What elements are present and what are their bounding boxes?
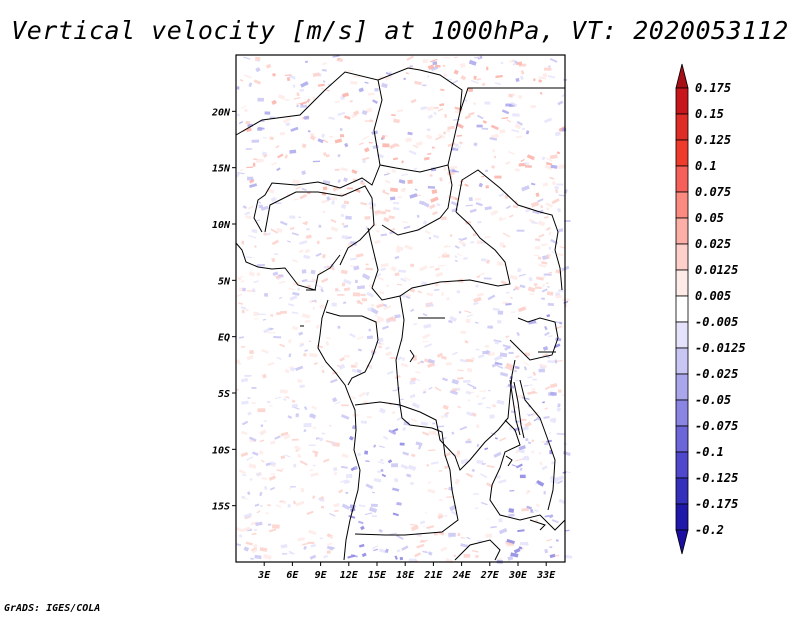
colorbar-label: 0.175 [695, 81, 731, 95]
colorbar-segment [675, 503, 689, 531]
colorbar-segment [675, 347, 689, 375]
border-sudan [455, 87, 565, 291]
y-tick-label: 5S [218, 389, 230, 400]
country-borders [235, 67, 566, 561]
x-tick-label: 21E [423, 570, 443, 581]
colorbar-segment [675, 165, 689, 193]
x-tick-label: 3E [257, 570, 271, 581]
colorbar-segment [675, 373, 689, 401]
y-tick-label: 15N [212, 164, 231, 175]
colorbar-label: 0.125 [695, 133, 731, 147]
border-angola [354, 401, 459, 536]
colorbar-label: 0.15 [695, 107, 724, 121]
colorbar: 0.175 0.15 0.125 0.1 0.075 0.05 0.025 0.0125 0.0… [675, 63, 746, 555]
x-tick-label: 15E [368, 570, 387, 581]
map-frame [235, 54, 566, 563]
border-chad [377, 67, 463, 236]
colorbar-segment [675, 243, 689, 271]
colorbar-segment [675, 451, 689, 479]
colorbar-label: -0.025 [695, 367, 738, 381]
border-north-west [235, 71, 383, 233]
colorbar-label: -0.075 [695, 419, 738, 433]
x-tick-label: 6E [286, 570, 299, 581]
colorbar-label: -0.1 [695, 445, 724, 459]
colorbar-segment [675, 425, 689, 453]
border-congo [325, 295, 516, 471]
x-tick-label: 27E [480, 570, 500, 581]
colorbar-segment [675, 477, 689, 505]
border-east [454, 317, 566, 561]
colorbar-segment [675, 139, 689, 167]
colorbar-segment [675, 269, 689, 297]
colorbar-label: 0.05 [695, 211, 724, 225]
lakes [300, 289, 556, 531]
y-tick-label: 10N [212, 220, 231, 231]
map-title: Vertical velocity [m/s] at 1000hPa, VT: … [11, 16, 789, 45]
colorbar-segment [675, 399, 689, 427]
x-tick-label: 33E [536, 570, 556, 581]
x-axis-ticks: 3E 6E 9E 12E 15E 18E 21E 24E 27E 30E 33E [257, 562, 556, 581]
colorbar-arrow-bottom [675, 529, 689, 555]
x-tick-label: 9E [315, 570, 328, 581]
colorbar-label: -0.175 [695, 497, 738, 511]
colorbar-label: -0.2 [695, 523, 724, 537]
colorbar-label: 0.1 [695, 159, 717, 173]
colorbar-label: 0.075 [695, 185, 731, 199]
x-tick-label: 24E [452, 570, 472, 581]
y-tick-label: 20N [211, 107, 231, 118]
colorbar-label: -0.0125 [695, 341, 746, 355]
colorbar-label: 0.025 [695, 237, 731, 251]
colorbar-segment [675, 191, 689, 219]
colorbar-segment [675, 321, 689, 349]
colorbar-segment [675, 217, 689, 245]
colorbar-segment [675, 87, 689, 115]
y-tick-label: 5N [218, 276, 231, 287]
colorbar-label: -0.05 [695, 393, 731, 407]
colorbar-label: 0.0125 [695, 263, 738, 277]
grads-credit: GrADS: IGES/COLA [4, 603, 101, 614]
coastline [235, 242, 361, 561]
colorbar-label: 0.005 [695, 289, 731, 303]
colorbar-segment [675, 113, 689, 141]
y-tick-label: 10S [212, 445, 230, 456]
y-tick-label: 15S [212, 502, 230, 513]
x-tick-label: 12E [340, 570, 359, 581]
velocity-field [235, 55, 573, 564]
colorbar-arrow-top [675, 63, 689, 89]
x-tick-label: 30E [508, 570, 528, 581]
border-car [367, 211, 511, 301]
x-tick-label: 18E [396, 570, 415, 581]
colorbar-segment [675, 295, 689, 323]
border-nigeria [264, 185, 375, 266]
colorbar-label: -0.125 [695, 471, 738, 485]
y-axis-ticks: 20N 15N 10N 5N EQ 5S 10S 15S [211, 107, 236, 513]
colorbar-label: -0.005 [695, 315, 738, 329]
y-tick-label: EQ [218, 333, 230, 344]
